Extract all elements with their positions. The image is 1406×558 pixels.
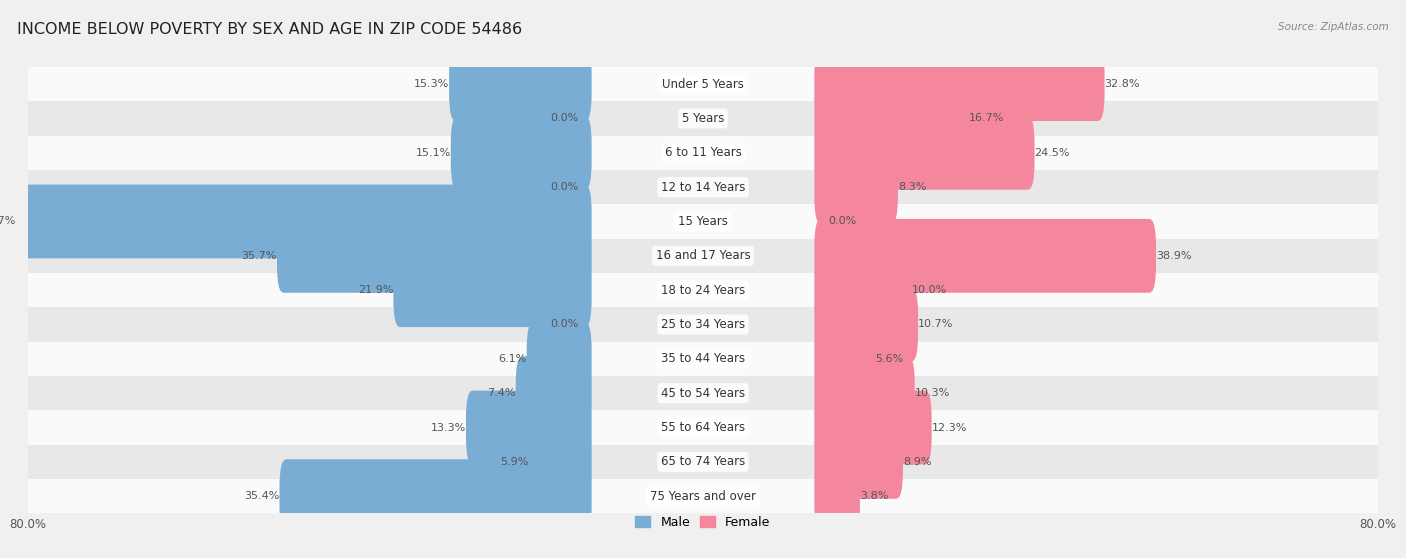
Text: 12.3%: 12.3%: [932, 422, 967, 432]
Text: 65 to 74 Years: 65 to 74 Years: [661, 455, 745, 468]
Text: 0.0%: 0.0%: [828, 217, 856, 227]
Bar: [28, 341, 1378, 376]
Legend: Male, Female: Male, Female: [630, 511, 776, 534]
Bar: [28, 307, 1378, 341]
Text: 10.3%: 10.3%: [915, 388, 950, 398]
Bar: [28, 445, 1378, 479]
FancyBboxPatch shape: [15, 185, 592, 258]
FancyBboxPatch shape: [814, 459, 860, 533]
Text: 24.5%: 24.5%: [1035, 148, 1070, 158]
Text: 75 Years and over: 75 Years and over: [650, 490, 756, 503]
Text: 21.9%: 21.9%: [359, 285, 394, 295]
Text: Source: ZipAtlas.com: Source: ZipAtlas.com: [1278, 22, 1389, 32]
FancyBboxPatch shape: [814, 150, 898, 224]
FancyBboxPatch shape: [394, 253, 592, 327]
Bar: [28, 102, 1378, 136]
Text: 5.9%: 5.9%: [501, 457, 529, 467]
Bar: [28, 136, 1378, 170]
Text: 15 Years: 15 Years: [678, 215, 728, 228]
Text: Under 5 Years: Under 5 Years: [662, 78, 744, 90]
Bar: [28, 479, 1378, 513]
Text: INCOME BELOW POVERTY BY SEX AND AGE IN ZIP CODE 54486: INCOME BELOW POVERTY BY SEX AND AGE IN Z…: [17, 22, 522, 37]
FancyBboxPatch shape: [529, 425, 592, 499]
Text: 3.8%: 3.8%: [860, 491, 889, 501]
Text: 8.3%: 8.3%: [898, 182, 927, 192]
FancyBboxPatch shape: [814, 253, 912, 327]
Text: 0.0%: 0.0%: [550, 182, 578, 192]
FancyBboxPatch shape: [814, 116, 1035, 190]
FancyBboxPatch shape: [465, 391, 592, 464]
Text: 15.3%: 15.3%: [413, 79, 449, 89]
Text: 7.4%: 7.4%: [488, 388, 516, 398]
FancyBboxPatch shape: [814, 391, 932, 464]
FancyBboxPatch shape: [516, 356, 592, 430]
Text: 66.7%: 66.7%: [0, 217, 15, 227]
Text: 15.1%: 15.1%: [416, 148, 451, 158]
Text: 8.9%: 8.9%: [903, 457, 931, 467]
FancyBboxPatch shape: [814, 356, 915, 430]
FancyBboxPatch shape: [280, 459, 592, 533]
Text: 38.9%: 38.9%: [1156, 251, 1191, 261]
Text: 13.3%: 13.3%: [430, 422, 465, 432]
Text: 35.7%: 35.7%: [242, 251, 277, 261]
Bar: [28, 204, 1378, 239]
Text: 6.1%: 6.1%: [499, 354, 527, 364]
FancyBboxPatch shape: [814, 287, 918, 362]
FancyBboxPatch shape: [814, 322, 875, 396]
Text: 35.4%: 35.4%: [245, 491, 280, 501]
Text: 35 to 44 Years: 35 to 44 Years: [661, 352, 745, 365]
Text: 0.0%: 0.0%: [550, 320, 578, 329]
Text: 25 to 34 Years: 25 to 34 Years: [661, 318, 745, 331]
Text: 18 to 24 Years: 18 to 24 Years: [661, 283, 745, 297]
FancyBboxPatch shape: [527, 322, 592, 396]
FancyBboxPatch shape: [814, 219, 1156, 293]
Text: 10.7%: 10.7%: [918, 320, 953, 329]
Bar: [28, 67, 1378, 102]
Bar: [28, 273, 1378, 307]
Text: 6 to 11 Years: 6 to 11 Years: [665, 146, 741, 159]
FancyBboxPatch shape: [451, 116, 592, 190]
FancyBboxPatch shape: [449, 47, 592, 121]
Text: 16 and 17 Years: 16 and 17 Years: [655, 249, 751, 262]
Bar: [28, 376, 1378, 410]
Bar: [28, 410, 1378, 445]
Bar: [28, 239, 1378, 273]
Text: 16.7%: 16.7%: [969, 113, 1004, 123]
Text: 45 to 54 Years: 45 to 54 Years: [661, 387, 745, 400]
Bar: [28, 170, 1378, 204]
Text: 32.8%: 32.8%: [1105, 79, 1140, 89]
FancyBboxPatch shape: [814, 425, 903, 499]
FancyBboxPatch shape: [814, 47, 1105, 121]
Text: 12 to 14 Years: 12 to 14 Years: [661, 181, 745, 194]
Text: 10.0%: 10.0%: [912, 285, 948, 295]
Text: 5 Years: 5 Years: [682, 112, 724, 125]
Text: 0.0%: 0.0%: [550, 113, 578, 123]
FancyBboxPatch shape: [277, 219, 592, 293]
FancyBboxPatch shape: [814, 81, 969, 155]
Text: 5.6%: 5.6%: [875, 354, 903, 364]
Text: 55 to 64 Years: 55 to 64 Years: [661, 421, 745, 434]
